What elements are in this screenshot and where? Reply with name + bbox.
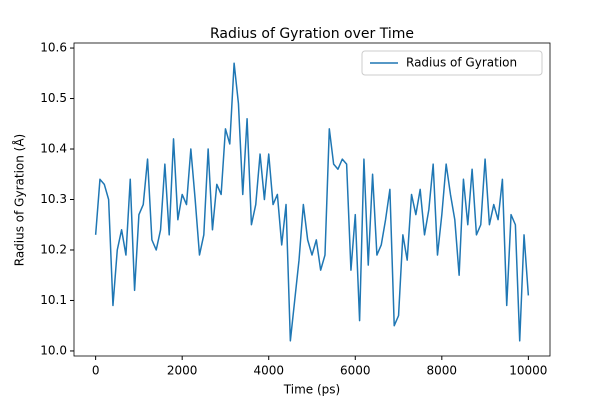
y-tick-label: 10.1 <box>40 293 67 307</box>
legend-label: Radius of Gyration <box>406 56 517 70</box>
y-tick-label: 10.0 <box>40 343 67 357</box>
x-tick-label: 2000 <box>167 364 198 378</box>
y-tick-label: 10.6 <box>40 41 67 55</box>
x-tick-label: 10000 <box>509 364 547 378</box>
legend-box <box>361 50 543 76</box>
x-tick-label: 6000 <box>340 364 371 378</box>
x-tick-label: 8000 <box>427 364 458 378</box>
y-tick-label: 10.4 <box>40 142 67 156</box>
y-tick-label: 10.3 <box>40 192 67 206</box>
y-axis-label: Radius of Gyration (Å) <box>12 134 27 267</box>
x-axis-label: Time (ps) <box>283 383 340 397</box>
legend: Radius of Gyration <box>361 50 543 76</box>
data-line <box>94 62 530 342</box>
y-tick-label: 10.2 <box>40 242 67 256</box>
x-tick-label: 4000 <box>253 364 284 378</box>
x-tick-label: 0 <box>92 364 100 378</box>
chart-title: Radius of Gyration over Time <box>210 26 414 42</box>
plot-frame <box>73 42 551 357</box>
y-tick-label: 10.5 <box>40 91 67 105</box>
